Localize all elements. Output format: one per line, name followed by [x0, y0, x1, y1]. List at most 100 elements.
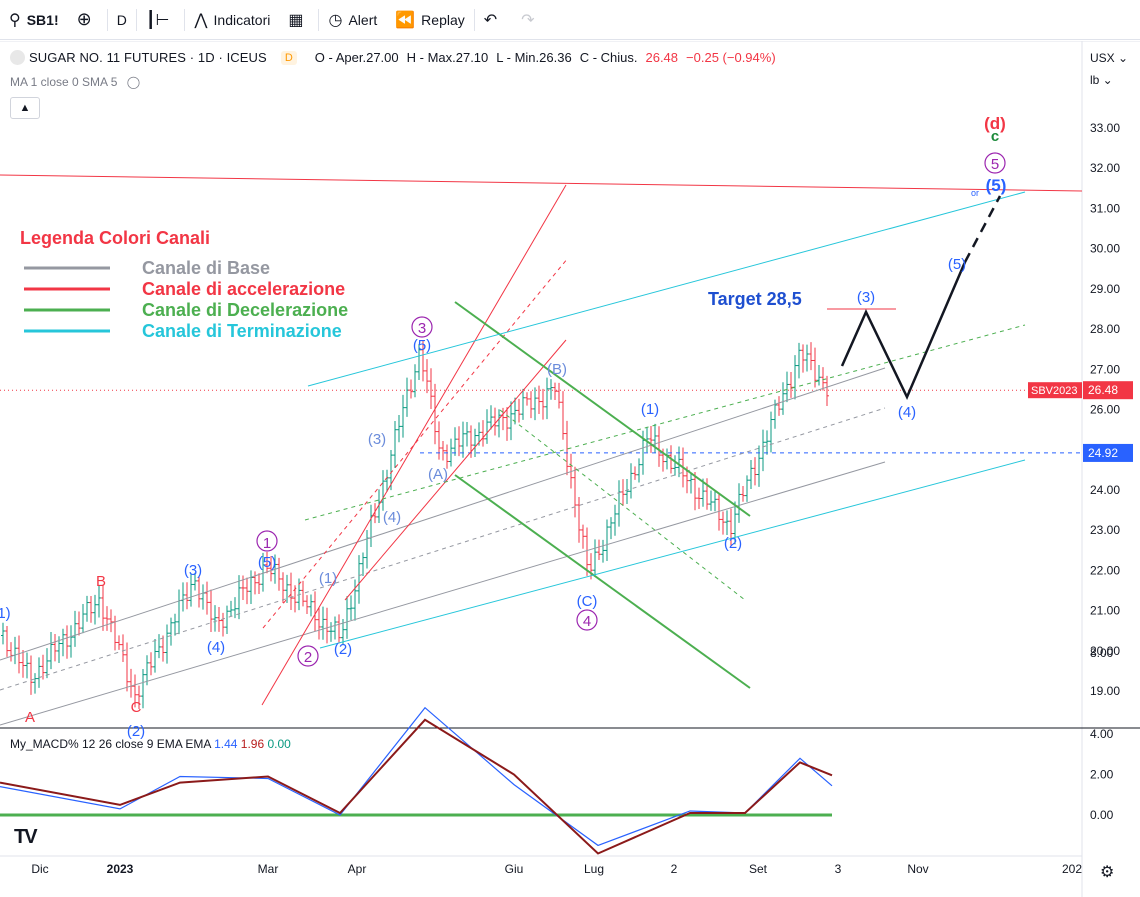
x-tick-label: Dic — [31, 862, 48, 876]
top-toolbar: ⚲ SB1! ⊕ D ┃⊢ ⋀ Indicatori ▦ ◷ Alert ⏪ R… — [0, 0, 1140, 40]
wave-label: or — [971, 188, 979, 198]
histogram-value: 0.00 — [267, 737, 291, 751]
undo-icon: ↶ — [483, 11, 498, 29]
macd-value: 1.44 — [214, 737, 238, 751]
plus-circle-icon: ⊕ — [76, 9, 92, 29]
y-tick-label: 30.00 — [1090, 242, 1120, 256]
symbol-search[interactable]: ⚲ SB1! — [0, 0, 68, 40]
alert-label: Alert — [348, 11, 378, 28]
y-tick-label: 29.00 — [1090, 282, 1120, 296]
ma-indicator-legend[interactable]: MA 1 close 0 SMA 5 ◯ — [10, 75, 140, 89]
wave-label: (4) — [383, 509, 401, 526]
interval-button[interactable]: D — [108, 0, 136, 40]
divider — [473, 8, 475, 31]
indicators-icon: ⋀ — [194, 11, 208, 29]
wave-label: B — [96, 573, 106, 590]
open-value: O - Aper.27.00 — [314, 50, 399, 65]
y-tick-label: 19.00 — [1090, 684, 1120, 698]
collapse-legend-button[interactable]: ▲ — [10, 97, 40, 119]
wave-label: (4) — [898, 404, 916, 421]
resistance-line[interactable] — [0, 174, 1083, 192]
undo-button[interactable]: ↶ — [475, 0, 512, 40]
wave-label: (5) — [948, 256, 966, 273]
base-channel-lower[interactable] — [0, 461, 886, 726]
legend-item-label: Canale di Decelerazione — [142, 300, 348, 320]
unit-selector[interactable]: lb ⌄ — [1090, 73, 1113, 87]
y-tick-label: 23.00 — [1090, 523, 1120, 537]
currency-label: USX — [1090, 51, 1115, 65]
macd-legend[interactable]: My_MACD% 12 26 close 9 EMA EMA 1.44 1.96… — [10, 737, 291, 751]
last-price-tag — [1083, 381, 1133, 400]
wave-label: (2) — [724, 535, 742, 552]
legend-item-label: Canale di Terminazione — [142, 321, 342, 341]
redo-icon: ↷ — [521, 11, 535, 29]
unit-label: lb — [1090, 73, 1100, 87]
indicators-button[interactable]: ⋀ Indicatori — [185, 0, 279, 40]
interval-label: D — [116, 11, 127, 28]
bar-chart-icon: ┃⊢ — [145, 11, 170, 29]
wave-circle — [576, 609, 598, 631]
symbol-label: SB1! — [26, 11, 59, 28]
y-tick-label: 24.00 — [1090, 483, 1120, 497]
chart-type-button[interactable]: ┃⊢ — [137, 0, 185, 40]
macd-tick-label: 0.00 — [1090, 808, 1114, 822]
level-value: 24.92 — [1088, 446, 1118, 460]
gear-icon[interactable]: ⚙ — [1100, 864, 1115, 881]
decel-projection[interactable] — [304, 324, 1026, 521]
price-chart[interactable]: 33.0032.0031.0030.0029.0028.0027.0026.00… — [0, 41, 1140, 897]
compare-button[interactable]: ⊕ — [68, 0, 107, 40]
eye-hidden-icon[interactable]: ◯ — [126, 75, 141, 89]
close-value: 26.48 — [645, 50, 679, 65]
layouts-button[interactable]: ▦ — [279, 0, 318, 40]
signal-line[interactable] — [0, 718, 833, 855]
redo-button[interactable]: ↷ — [512, 0, 549, 40]
y-tick-label: 32.00 — [1090, 161, 1120, 175]
x-tick-label: 202 — [1062, 862, 1082, 876]
currency-selector[interactable]: USX ⌄ — [1090, 51, 1129, 65]
wave-label: (3) — [368, 431, 386, 448]
term-channel-lower[interactable] — [319, 459, 1026, 649]
wave-label: (4) — [207, 639, 225, 656]
chart-legend-header: SUGAR NO. 11 FUTURES · 1D · ICEUS D O - … — [10, 50, 784, 65]
wave-label: 4 — [583, 613, 591, 630]
term-channel-upper[interactable] — [307, 191, 1026, 387]
accel-channel-upper[interactable] — [261, 184, 567, 706]
legend-title: Legenda Colori Canali — [20, 228, 210, 248]
price-scale-units[interactable]: USX ⌄ lb ⌄ — [1086, 47, 1132, 91]
macd-name: My_MACD% 12 26 close 9 EMA EMA — [10, 737, 211, 751]
y-tick-label: 33.00 — [1090, 121, 1120, 135]
projection-dashed[interactable] — [963, 195, 1002, 263]
accel-channel-lower[interactable] — [344, 339, 567, 601]
macd-tick-label: 2.00 — [1090, 768, 1114, 782]
alert-button[interactable]: ◷ Alert — [319, 0, 386, 40]
wave-label: C — [131, 699, 142, 716]
decel-channel-upper[interactable] — [454, 301, 751, 517]
y-tick-label: 21.00 — [1090, 604, 1120, 618]
replay-button[interactable]: ⏪ Replay — [386, 0, 474, 40]
low-value: L - Min.26.36 — [496, 50, 572, 65]
wave-circle — [297, 645, 319, 667]
wave-label: (A) — [428, 466, 448, 483]
wave-label: (5) — [258, 554, 276, 571]
base-channel-upper[interactable] — [0, 367, 886, 661]
rewind-icon: ⏪ — [395, 11, 416, 29]
legend-item-label: Canale di accelerazione — [142, 279, 345, 299]
y-tick-label: 31.00 — [1090, 201, 1120, 215]
legend-item-label: Canale di Base — [142, 258, 270, 278]
base-channel-mid[interactable] — [0, 407, 886, 691]
decel-channel-lower[interactable] — [454, 474, 751, 689]
x-tick-label: Mar — [258, 862, 279, 876]
y-tick-label: 20.00 — [1090, 644, 1120, 658]
wave-label: (3) — [184, 562, 202, 579]
signal-value: 1.96 — [240, 737, 265, 751]
level-tag — [1083, 443, 1133, 462]
wave-label: c — [991, 128, 999, 145]
wave-label: (5) — [413, 337, 431, 354]
projection-path[interactable] — [840, 261, 967, 401]
chart-title[interactable]: SUGAR NO. 11 FUTURES · 1D · ICEUS — [29, 50, 267, 65]
x-tick-label: Nov — [907, 862, 928, 876]
wave-label: (1) — [319, 570, 337, 587]
decel-channel-mid[interactable] — [499, 409, 746, 601]
y-tick-label: 26.00 — [1090, 402, 1120, 416]
tradingview-logo[interactable]: TV — [14, 826, 38, 848]
